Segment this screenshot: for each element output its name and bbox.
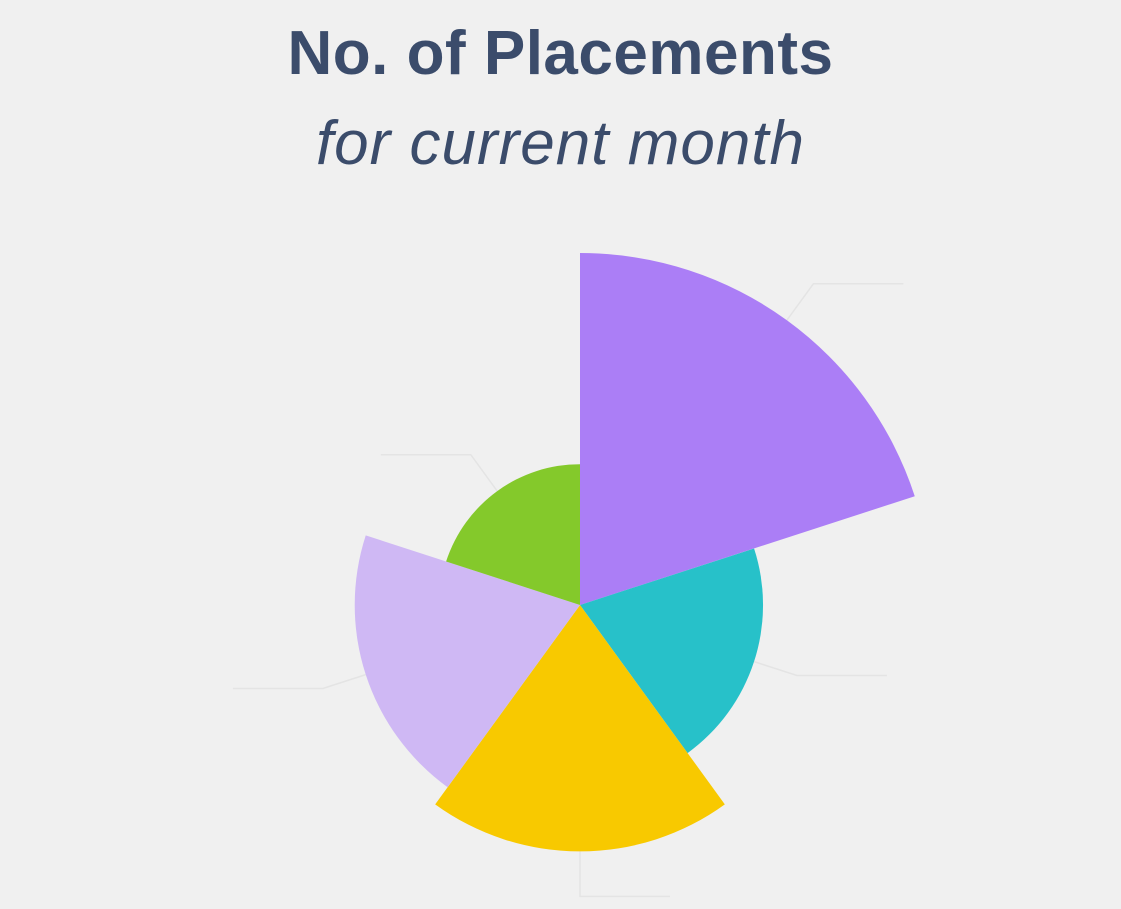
leader-line-1 xyxy=(786,283,904,321)
chart-slice-4[interactable] xyxy=(354,535,580,788)
chart-slice-1[interactable] xyxy=(580,253,915,605)
leader-lines xyxy=(232,283,904,898)
leader-line-5 xyxy=(380,453,498,492)
leader-line-4 xyxy=(232,673,366,690)
chart-slices xyxy=(354,253,915,852)
chart-subtitle: for current month xyxy=(315,109,806,178)
chart-slice-5[interactable] xyxy=(446,464,580,605)
leader-line-2 xyxy=(753,660,887,677)
chart-slice-2[interactable] xyxy=(580,548,764,754)
leader-line-3 xyxy=(579,851,670,898)
chart-title: No. of Placements xyxy=(287,19,834,88)
chart-slice-3[interactable] xyxy=(435,605,725,852)
